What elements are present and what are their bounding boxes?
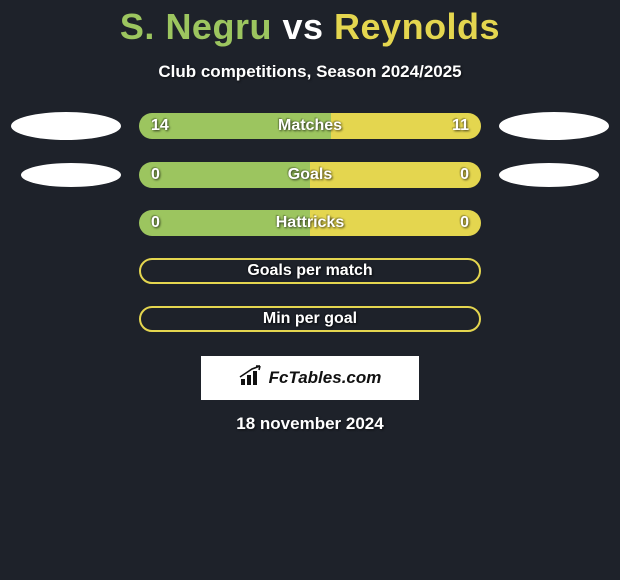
stat-label: Min per goal [263, 310, 357, 328]
date-text: 18 november 2024 [236, 414, 383, 434]
player1-marker [11, 112, 121, 140]
stat-bar: 14 11 Matches [139, 113, 481, 139]
stat-bar: Min per goal [139, 306, 481, 332]
stat-value-player2: 0 [460, 166, 469, 184]
stat-bar: 0 0 Goals [139, 162, 481, 188]
player1-marker [21, 163, 121, 187]
subtitle: Club competitions, Season 2024/2025 [158, 62, 461, 82]
stat-value-player1: 0 [151, 166, 160, 184]
stat-bar: 0 0 Hattricks [139, 210, 481, 236]
player1-name: S. Negru [120, 6, 272, 47]
brand-text: FcTables.com [269, 368, 382, 388]
stat-value-player2: 0 [460, 214, 469, 232]
brand-box: FcTables.com [201, 356, 419, 400]
stat-value-player1: 14 [151, 117, 169, 135]
stat-row: 0 0 Goals [0, 162, 620, 188]
player2-marker [499, 112, 609, 140]
stat-rows: 14 11 Matches 0 0 Goals 0 0 Hattricks Goals per m… [0, 112, 620, 354]
stat-row: 0 0 Hattricks [0, 210, 620, 236]
infographic-container: S. Negru vs Reynolds Club competitions, … [0, 0, 620, 434]
player2-name: Reynolds [334, 6, 500, 47]
stat-label: Goals [288, 166, 332, 184]
stat-label: Hattricks [276, 214, 344, 232]
bar-chart-icon [239, 365, 263, 392]
bar-fill-player1 [139, 162, 310, 188]
stat-label: Matches [278, 117, 342, 135]
player2-marker [499, 163, 599, 187]
stat-row: Min per goal [0, 306, 620, 332]
bar-fill-player2 [310, 162, 481, 188]
stat-bar: Goals per match [139, 258, 481, 284]
stat-row: 14 11 Matches [0, 112, 620, 140]
stat-label: Goals per match [247, 262, 372, 280]
stat-value-player2: 11 [452, 117, 469, 135]
stat-row: Goals per match [0, 258, 620, 284]
vs-text: vs [282, 6, 323, 47]
stat-value-player1: 0 [151, 214, 160, 232]
page-title: S. Negru vs Reynolds [120, 6, 500, 48]
